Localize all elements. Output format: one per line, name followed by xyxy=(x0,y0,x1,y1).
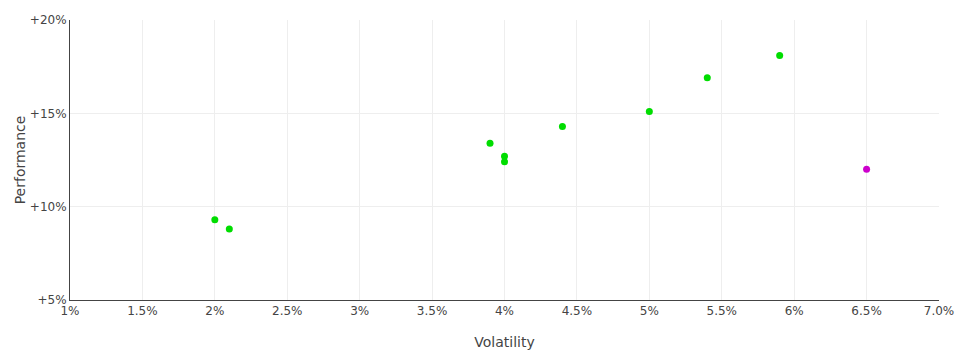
svg-text:3.5%: 3.5% xyxy=(417,304,448,318)
svg-text:3%: 3% xyxy=(350,304,369,318)
svg-text:4%: 4% xyxy=(495,304,514,318)
svg-text:4.5%: 4.5% xyxy=(562,304,593,318)
svg-text:6.5%: 6.5% xyxy=(851,304,882,318)
svg-text:2.5%: 2.5% xyxy=(272,304,303,318)
svg-text:+5%: +5% xyxy=(38,293,67,307)
svg-text:Volatility: Volatility xyxy=(474,334,534,350)
svg-text:5%: 5% xyxy=(640,304,659,318)
svg-text:7.0%: 7.0% xyxy=(924,304,955,318)
svg-text:Performance: Performance xyxy=(12,116,28,205)
svg-text:+10%: +10% xyxy=(30,200,67,214)
svg-text:2%: 2% xyxy=(205,304,224,318)
svg-text:+15%: +15% xyxy=(30,107,67,121)
svg-text:+20%: +20% xyxy=(30,13,67,27)
svg-text:1%: 1% xyxy=(60,304,79,318)
svg-text:1.5%: 1.5% xyxy=(127,304,158,318)
svg-text:5.5%: 5.5% xyxy=(707,304,738,318)
svg-text:6%: 6% xyxy=(785,304,804,318)
